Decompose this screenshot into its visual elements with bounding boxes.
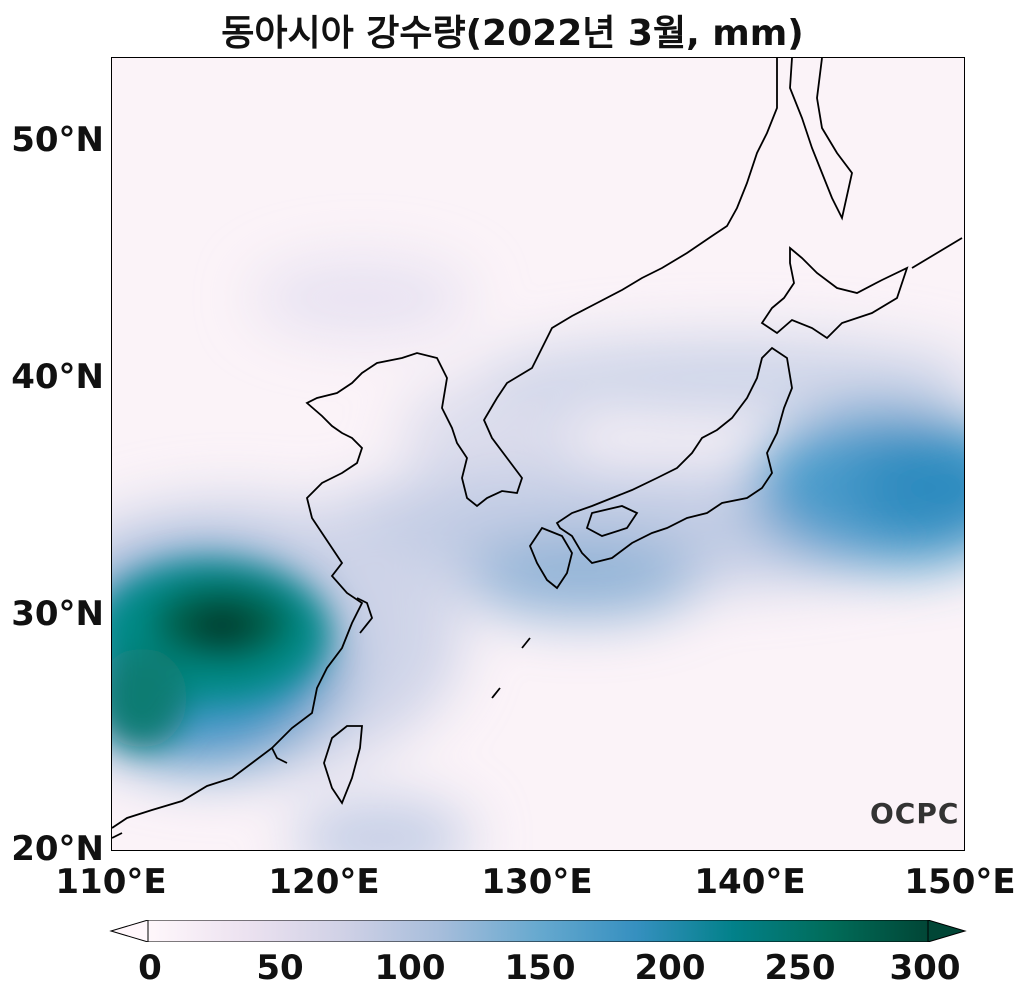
x-tick-140e: 140°E [694, 862, 806, 902]
x-tick-120e: 120°E [268, 862, 380, 902]
y-tick-30n: 30°N [11, 594, 104, 634]
ocpc-logo: OCPC [870, 797, 960, 830]
colorbar-extend-min [109, 920, 149, 942]
colorbar-tick-300: 300 [889, 948, 961, 988]
colorbar-tick-0: 0 [138, 948, 162, 988]
colorbar-tick-150: 150 [504, 948, 576, 988]
x-tick-110e: 110°E [55, 862, 167, 902]
precipitation-map [111, 57, 965, 851]
precipitation-field [112, 258, 964, 850]
colorbar-tick-50: 50 [256, 948, 304, 988]
colorbar [109, 920, 967, 942]
colorbar-gradient [147, 920, 929, 942]
y-tick-20n: 20°N [11, 829, 104, 869]
x-tick-130e: 130°E [481, 862, 593, 902]
colorbar-extend-max [927, 920, 967, 942]
x-tick-150e: 150°E [904, 862, 1016, 902]
colorbar-tick-100: 100 [374, 948, 446, 988]
colorbar-tick-200: 200 [634, 948, 706, 988]
y-tick-50n: 50°N [11, 120, 104, 160]
y-tick-40n: 40°N [11, 357, 104, 397]
map-canvas [112, 58, 964, 850]
coastlines [112, 58, 963, 839]
map-title: 동아시아 강수량(2022년 3월, mm) [221, 13, 804, 54]
colorbar-tick-250: 250 [764, 948, 836, 988]
